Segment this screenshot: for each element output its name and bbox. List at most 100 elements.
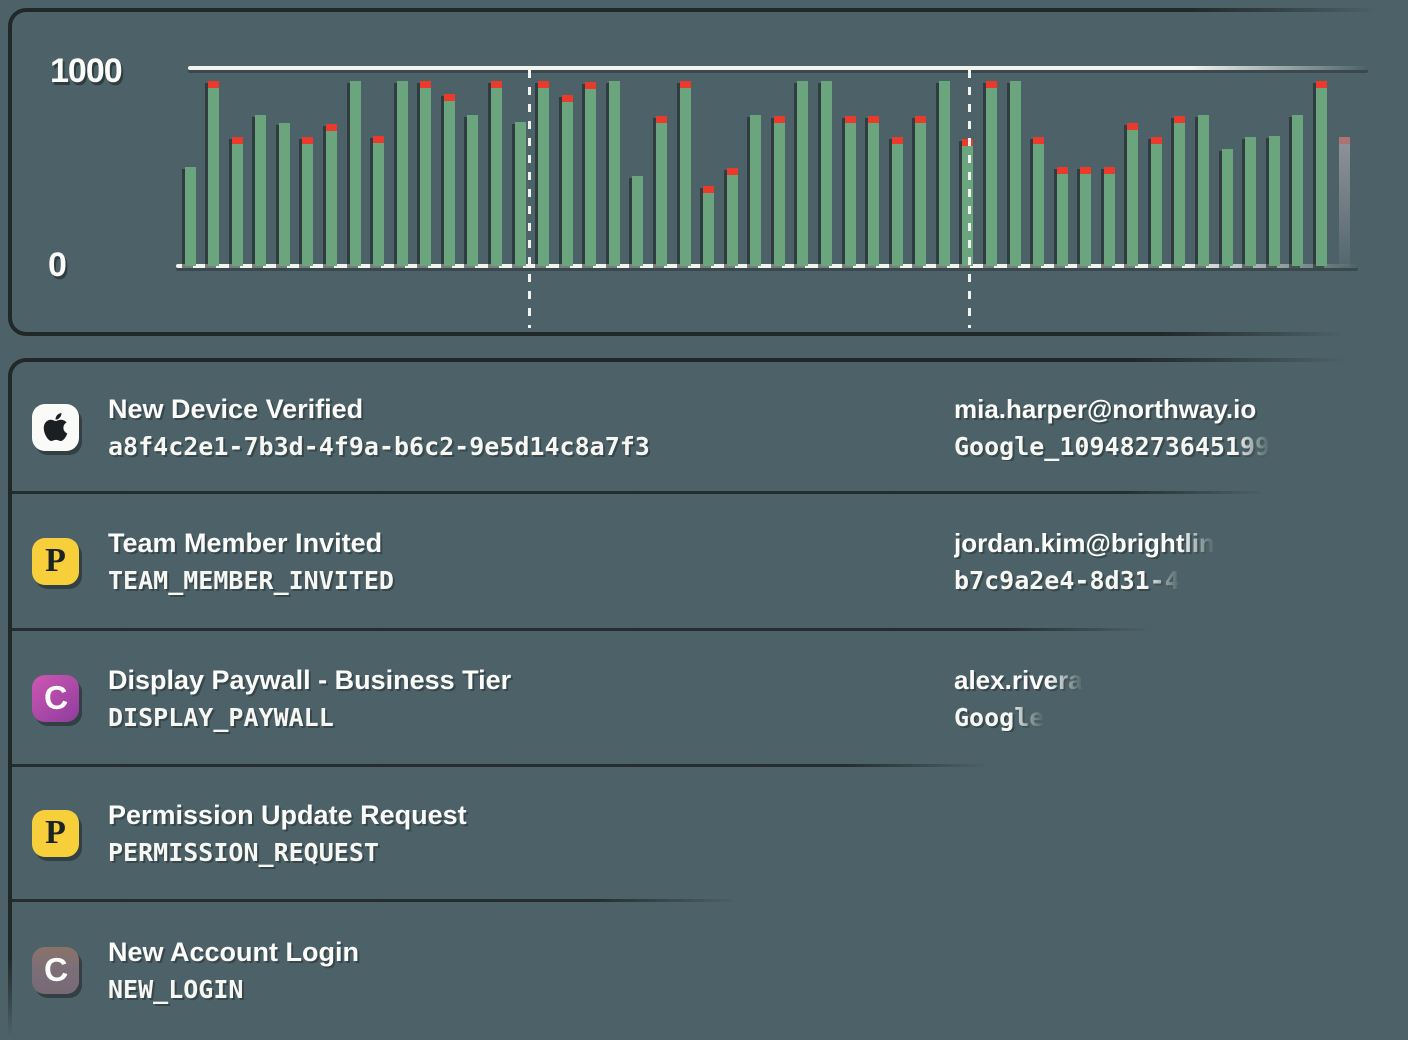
chart-bar [985,81,997,266]
chart-bar [703,186,714,266]
event-code: DISPLAY_PAYWALL [108,702,334,732]
chart-bar [443,94,455,266]
chart-bar [726,168,738,266]
event-title: New Device Verified [108,393,364,424]
chart-bar [1080,167,1092,266]
event-user-email: jordan.kim@brightlin [954,528,1215,558]
dashed-marker-line [528,70,531,328]
event-main-text: New Device Verified a8f4c2e1-7b3d-4f9a-b… [108,394,650,461]
chart-bar [302,137,314,266]
chart-baseline [176,264,1358,268]
chart-bar [1292,115,1304,266]
letter-p-icon: P [32,538,79,585]
chart-bar [1103,167,1115,266]
y-axis-max-label: 1000 [50,52,123,90]
panel-border [8,358,42,392]
event-list-item[interactable]: C Display Paywall - Business Tier DISPLA… [8,630,1408,766]
chart-bar-faded [1339,137,1351,266]
app-letter-icon: P [45,813,66,851]
chart-bar [962,139,974,266]
event-list-item[interactable]: P Permission Update Request PERMISSION_R… [8,766,1408,901]
event-main-text: Team Member Invited TEAM_MEMBER_INVITED [108,528,394,595]
event-user-email: alex.rivera [954,664,1083,695]
chart-bar [349,81,361,266]
event-list-item[interactable]: C New Account Login NEW_LOGIN [8,901,1408,1040]
chart-bar [1174,116,1186,266]
event-code: TEAM_MEMBER_INVITED [108,566,394,595]
row-separator [8,628,1151,631]
chart-bar [278,123,290,266]
event-reference-id: b7c9a2e4-8d31-4 [954,566,1180,595]
event-main-text: Display Paywall - Business Tier DISPLAY_… [108,665,511,732]
chart-bar [820,81,832,266]
letter-p-icon: P [32,810,79,857]
event-list-item[interactable]: P Team Member Invited TEAM_MEMBER_INVITE… [8,493,1408,630]
y-axis-min-label: 0 [48,246,67,284]
row-separator [8,764,989,767]
chart-bar [1198,115,1209,266]
event-title: Display Paywall - Business Tier [108,664,512,695]
panel-border [8,34,12,310]
panel-border [34,332,1344,336]
panel-border [34,8,1378,12]
chart-bar [231,137,243,266]
event-main-text: New Account Login NEW_LOGIN [108,937,359,1004]
chart-bar [891,137,903,266]
app-letter-icon: C [42,950,69,989]
chart-bar [844,116,856,266]
chart-bar [184,167,196,266]
chart-bar [773,116,785,266]
panel-border [34,358,1345,362]
chart-bar [632,176,644,266]
event-title: Team Member Invited [108,528,383,558]
app-letter-icon: C [42,677,69,717]
event-reference-id: Google [954,702,1045,732]
event-side-text: jordan.kim@brightlin b7c9a2e4-8d31-4 [954,528,1215,595]
chart-bar [938,81,950,266]
chart-bar [750,115,762,266]
app-letter-icon: P [45,541,66,579]
chart-bar [797,81,809,266]
chart-bar [655,116,667,266]
event-code: a8f4c2e1-7b3d-4f9a-b6c2-9e5d14c8a7f3 [108,431,650,461]
event-list-item[interactable]: New Device Verified a8f4c2e1-7b3d-4f9a-b… [8,362,1408,492]
chart-bar [1150,137,1162,266]
chart-bar [325,124,337,266]
chart-bar [490,81,502,266]
chart-bar [1127,123,1139,266]
chart-bar [915,116,927,266]
chart-bar [255,115,267,266]
event-user-email: mia.harper@northway.io [954,393,1257,424]
event-title: Permission Update Request [108,800,467,830]
chart-top-gridline [188,66,1368,70]
event-side-text: mia.harper@northway.io Google_1094827364… [954,394,1270,461]
chart-bar [373,136,385,266]
apple-logo-icon [32,403,79,451]
chart-bar [538,81,549,266]
apple-icon [43,413,68,441]
chart-bar [679,81,691,266]
panel-border [8,8,42,42]
event-volume-chart-panel: 1000 0 [8,8,1408,336]
chart-bar [1009,81,1021,266]
event-title: New Account Login [108,937,359,967]
event-main-text: Permission Update Request PERMISSION_REQ… [108,800,467,867]
letter-c-icon: C [32,947,79,994]
chart-bar [208,81,220,266]
panel-border [8,302,42,336]
row-separator [8,899,739,902]
chart-bar [585,82,597,266]
letter-c-icon: C [32,674,79,722]
chart-bar [561,95,573,266]
row-separator [8,491,1267,494]
event-reference-id: Google_10948273645199 [954,431,1271,461]
event-list-panel: New Device Verified a8f4c2e1-7b3d-4f9a-b… [8,358,1408,1040]
bar-chart-plot-area [8,8,1408,336]
panel-border [8,384,12,1036]
chart-bar [608,81,620,266]
chart-bar [868,116,879,266]
chart-bar [396,81,408,266]
chart-bar [467,115,479,266]
event-code: PERMISSION_REQUEST [108,838,379,867]
chart-bar [1268,136,1280,266]
